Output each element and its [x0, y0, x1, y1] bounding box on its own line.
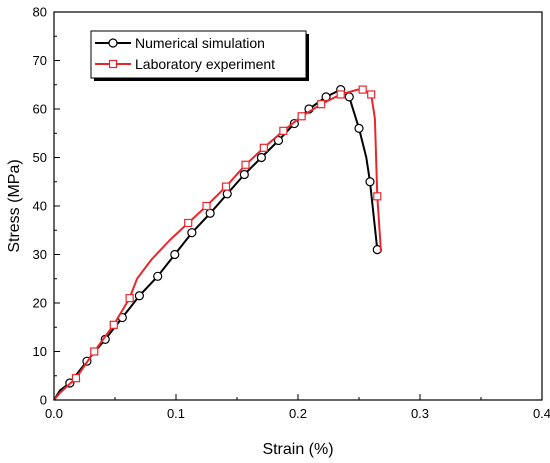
legend-marker: [108, 38, 118, 48]
data-point: [202, 201, 211, 211]
data-point: [259, 143, 268, 152]
data-point: [90, 347, 99, 356]
data-point: [187, 228, 197, 238]
legend-marker: [108, 59, 118, 69]
data-point: [109, 320, 118, 329]
data-point: [279, 126, 288, 135]
data-point: [153, 271, 163, 281]
data-point: [125, 294, 134, 303]
legend: Numerical simulation Laboratory experimen…: [90, 30, 309, 81]
legend-label: Laboratory experiment: [135, 56, 275, 72]
y-tick-label: 40: [33, 199, 47, 214]
data-point: [170, 249, 180, 260]
data-point: [134, 291, 144, 301]
y-tick-label: 80: [33, 5, 47, 20]
data-point: [241, 160, 250, 169]
legend-item-0: Numerical simulation: [95, 35, 265, 51]
y-tick-label: 20: [33, 296, 47, 311]
data-point: [184, 218, 193, 228]
data-point: [273, 135, 284, 146]
data-point: [317, 100, 326, 109]
series-0: [53, 84, 382, 401]
data-point: [71, 374, 81, 383]
data-point: [373, 192, 382, 201]
x-tick-label: 0.4: [533, 406, 550, 421]
x-tick-label: 0.3: [411, 406, 429, 421]
y-axis-title: Stress (MPa): [6, 159, 23, 252]
data-point: [354, 123, 364, 133]
plot-area: [53, 84, 382, 401]
y-tick-label: 70: [33, 53, 47, 68]
series-line-1: [53, 88, 382, 401]
y-tick-label: 30: [33, 247, 47, 262]
x-tick-label: 0.1: [167, 406, 185, 421]
x-tick-label: 0.0: [45, 406, 63, 421]
y-tick-label: 0: [40, 393, 47, 408]
data-point: [222, 189, 232, 199]
legend-box: [90, 30, 307, 79]
y-tick-label: 60: [33, 102, 47, 117]
data-point: [239, 169, 249, 180]
x-axis-title: Strain (%): [262, 441, 333, 458]
y-tick-label: 10: [33, 344, 47, 359]
series-line-0: [53, 88, 379, 401]
y-tick-label: 50: [33, 150, 47, 165]
data-point: [297, 112, 306, 121]
series-1: [53, 85, 382, 401]
data-point: [221, 182, 231, 191]
data-point: [336, 90, 345, 99]
data-point: [367, 90, 376, 99]
data-point: [256, 152, 266, 163]
legend-item-1: Laboratory experiment: [95, 56, 275, 72]
data-point: [344, 92, 354, 102]
data-point: [365, 177, 375, 187]
x-tick-label: 0.2: [289, 406, 307, 421]
legend-label: Numerical simulation: [135, 35, 265, 51]
axes: 0.0 0.1 0.2 0.3 0.4 0 10 20 30 40 50 60 70 80 Strain (…: [6, 5, 550, 459]
data-point: [205, 208, 215, 218]
data-point: [358, 85, 367, 94]
